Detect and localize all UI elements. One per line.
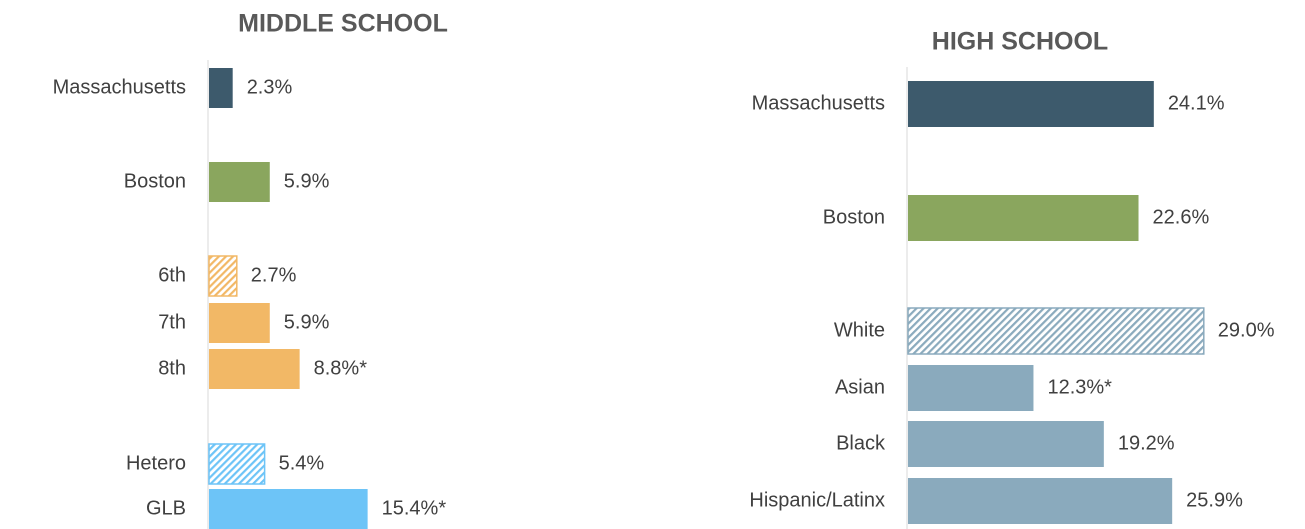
value-label: 12.3%*: [1047, 376, 1112, 398]
value-label: 2.3%: [247, 76, 293, 98]
value-label: 24.1%: [1168, 92, 1225, 114]
bar: [208, 255, 238, 297]
category-label: Hetero: [126, 452, 186, 474]
bar: [908, 195, 1139, 241]
category-label: Asian: [835, 376, 885, 398]
category-label: White: [834, 319, 885, 341]
value-label: 25.9%: [1186, 489, 1243, 511]
chart-title: MIDDLE SCHOOL: [238, 10, 448, 38]
category-label: Massachusetts: [53, 76, 186, 98]
bar: [908, 478, 1173, 524]
category-label: Boston: [823, 206, 885, 228]
category-label: Boston: [124, 170, 186, 192]
bar: [907, 307, 1205, 355]
category-label: Black: [836, 432, 886, 454]
bar: [209, 349, 300, 389]
bar: [209, 489, 368, 529]
chart-title: HIGH SCHOOL: [932, 28, 1108, 56]
value-label: 15.4%*: [382, 497, 447, 519]
bar: [908, 421, 1104, 467]
bar: [208, 443, 266, 485]
value-label: 29.0%: [1218, 319, 1275, 341]
category-label: Massachusetts: [752, 92, 885, 114]
bar: [908, 81, 1154, 127]
category-label: 8th: [158, 357, 186, 379]
category-label: 7th: [158, 311, 186, 333]
bar: [209, 68, 233, 108]
value-label: 8.8%*: [314, 357, 368, 379]
category-label: 6th: [158, 264, 186, 286]
value-label: 5.9%: [284, 311, 330, 333]
bar: [908, 365, 1034, 411]
category-label: GLB: [146, 497, 186, 519]
bar: [209, 162, 270, 202]
value-label: 19.2%: [1118, 432, 1175, 454]
value-label: 2.7%: [251, 264, 297, 286]
bar: [209, 303, 270, 343]
value-label: 5.4%: [279, 452, 325, 474]
category-label: Hispanic/Latinx: [749, 489, 885, 511]
value-label: 5.9%: [284, 170, 330, 192]
value-label: 22.6%: [1153, 206, 1210, 228]
